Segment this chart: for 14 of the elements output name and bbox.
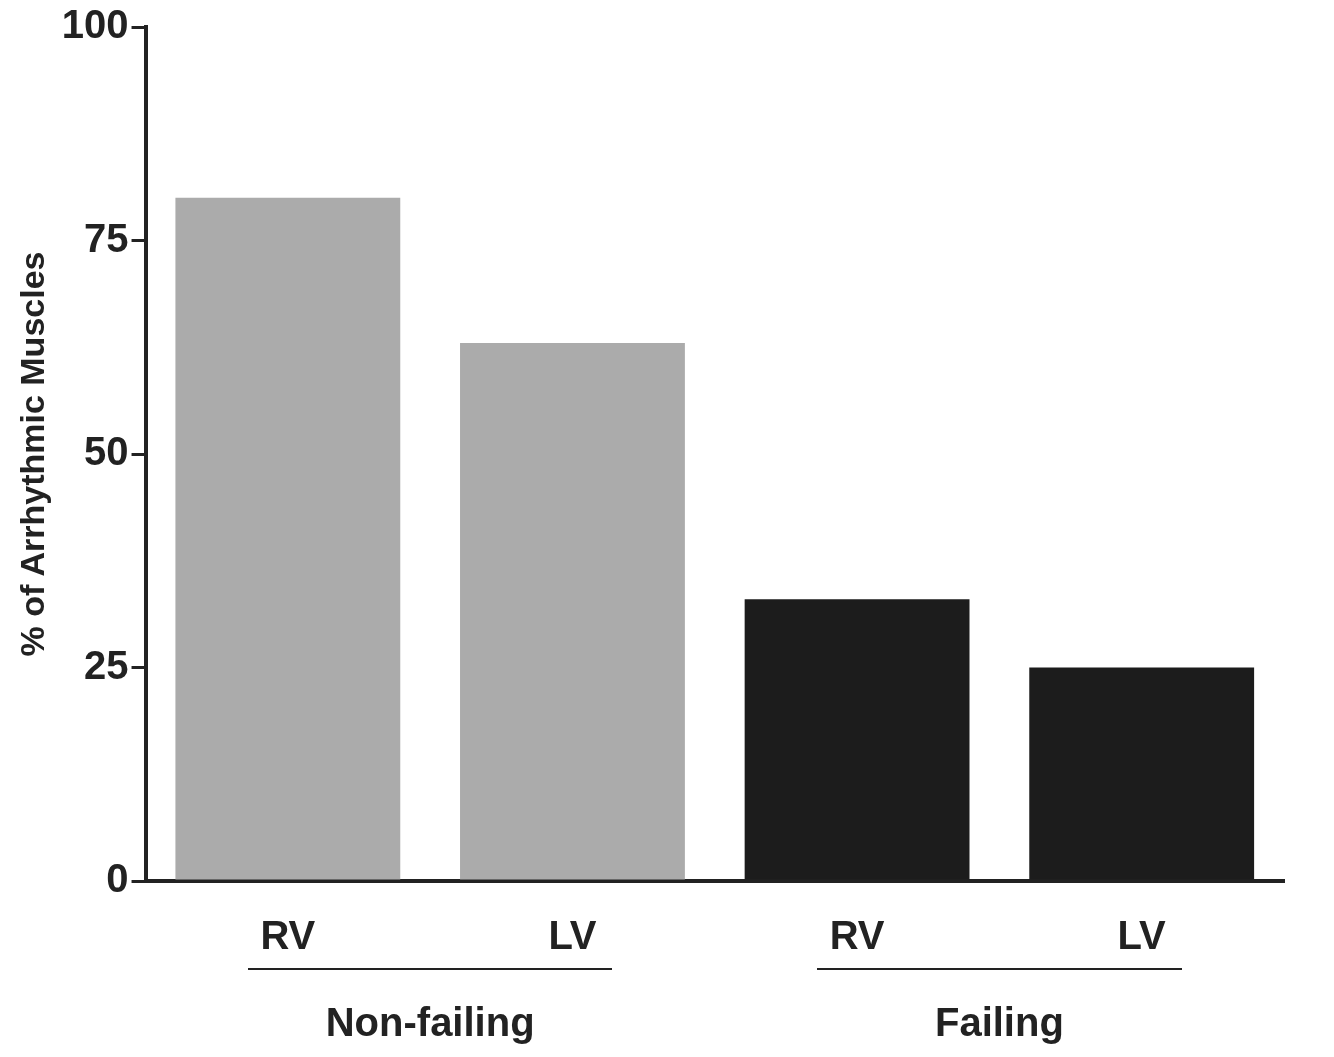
y-tick-label: 75: [84, 215, 129, 260]
x-tick-label: RV: [260, 913, 316, 958]
x-tick-label: LV: [1117, 913, 1167, 958]
x-tick-label: LV: [548, 913, 597, 958]
x-tick-label: RV: [829, 913, 885, 958]
text: Non-failing: [325, 1000, 535, 1045]
bar: [460, 342, 685, 880]
bar: [175, 197, 401, 880]
text: Failing: [934, 1000, 1064, 1045]
y-tick-label: 100: [61, 2, 129, 47]
y-axis-title: % of Arrhythmic Muscles: [12, 251, 51, 657]
y-tick-label: 25: [84, 642, 129, 687]
y-tick-label: 0: [106, 856, 129, 901]
y-tick-label: 50: [84, 429, 129, 474]
